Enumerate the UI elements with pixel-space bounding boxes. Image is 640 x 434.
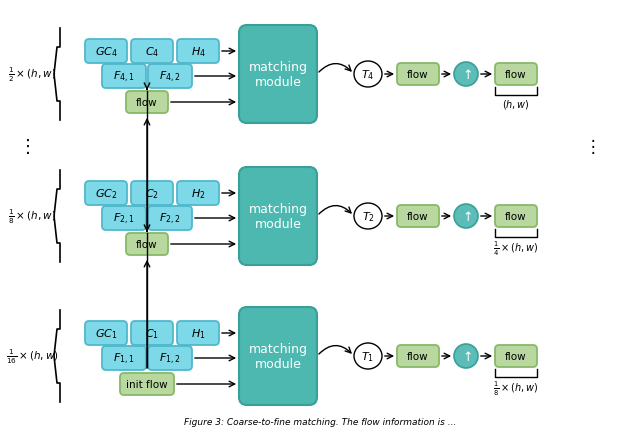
- Text: $\frac{1}{16}\times(h,w)$: $\frac{1}{16}\times(h,w)$: [6, 347, 58, 365]
- Text: $C_1$: $C_1$: [145, 326, 159, 340]
- FancyBboxPatch shape: [177, 321, 219, 345]
- FancyBboxPatch shape: [148, 65, 192, 89]
- Text: $(h,w)$: $(h,w)$: [502, 98, 530, 111]
- Text: $T_1$: $T_1$: [362, 349, 374, 363]
- Text: $F_{4,2}$: $F_{4,2}$: [159, 69, 180, 84]
- FancyBboxPatch shape: [177, 181, 219, 206]
- FancyBboxPatch shape: [239, 307, 317, 405]
- Text: $GC_2$: $GC_2$: [95, 187, 117, 201]
- Circle shape: [454, 63, 478, 87]
- Text: $H_1$: $H_1$: [191, 326, 205, 340]
- FancyBboxPatch shape: [397, 345, 439, 367]
- Text: $\uparrow$: $\uparrow$: [460, 349, 472, 363]
- Text: $GC_4$: $GC_4$: [95, 45, 118, 59]
- FancyBboxPatch shape: [85, 181, 127, 206]
- FancyBboxPatch shape: [102, 207, 146, 230]
- Text: $\vdots$: $\vdots$: [18, 136, 30, 155]
- FancyBboxPatch shape: [495, 345, 537, 367]
- FancyBboxPatch shape: [148, 207, 192, 230]
- Text: $F_{4,1}$: $F_{4,1}$: [113, 69, 135, 84]
- FancyBboxPatch shape: [495, 64, 537, 86]
- FancyBboxPatch shape: [85, 40, 127, 64]
- Text: $T_2$: $T_2$: [362, 210, 374, 224]
- FancyBboxPatch shape: [126, 233, 168, 256]
- Text: flow: flow: [136, 98, 158, 108]
- Text: matching
module: matching module: [248, 203, 307, 230]
- Text: flow: flow: [505, 70, 527, 80]
- FancyBboxPatch shape: [126, 92, 168, 114]
- Text: init flow: init flow: [126, 379, 168, 389]
- Text: $F_{1,1}$: $F_{1,1}$: [113, 351, 135, 366]
- FancyBboxPatch shape: [148, 346, 192, 370]
- Text: flow: flow: [136, 240, 158, 250]
- Text: $H_2$: $H_2$: [191, 187, 205, 201]
- Text: matching
module: matching module: [248, 61, 307, 89]
- Text: flow: flow: [407, 211, 429, 221]
- Text: flow: flow: [407, 70, 429, 80]
- Text: $T_4$: $T_4$: [362, 68, 374, 82]
- FancyBboxPatch shape: [177, 40, 219, 64]
- Text: flow: flow: [505, 351, 527, 361]
- Ellipse shape: [354, 204, 382, 230]
- Text: matching
module: matching module: [248, 342, 307, 370]
- FancyBboxPatch shape: [239, 26, 317, 124]
- Text: flow: flow: [407, 351, 429, 361]
- Text: $F_{2,1}$: $F_{2,1}$: [113, 211, 135, 226]
- Text: $\vdots$: $\vdots$: [584, 136, 596, 155]
- Text: Figure 3: Coarse-to-fine matching. The flow information is ...: Figure 3: Coarse-to-fine matching. The f…: [184, 417, 456, 426]
- Text: $\frac{1}{8}\times(h,w)$: $\frac{1}{8}\times(h,w)$: [8, 207, 56, 226]
- Text: flow: flow: [505, 211, 527, 221]
- FancyBboxPatch shape: [239, 168, 317, 265]
- FancyBboxPatch shape: [131, 40, 173, 64]
- FancyBboxPatch shape: [131, 181, 173, 206]
- Circle shape: [454, 204, 478, 228]
- Circle shape: [454, 344, 478, 368]
- Text: $GC_1$: $GC_1$: [95, 326, 117, 340]
- FancyBboxPatch shape: [397, 64, 439, 86]
- Text: $\uparrow$: $\uparrow$: [460, 68, 472, 82]
- FancyBboxPatch shape: [85, 321, 127, 345]
- Text: $H_4$: $H_4$: [191, 45, 205, 59]
- Ellipse shape: [354, 62, 382, 88]
- Text: $C_2$: $C_2$: [145, 187, 159, 201]
- FancyBboxPatch shape: [495, 206, 537, 227]
- Text: $\uparrow$: $\uparrow$: [460, 210, 472, 224]
- FancyBboxPatch shape: [120, 373, 174, 395]
- Text: $F_{2,2}$: $F_{2,2}$: [159, 211, 180, 226]
- Text: $\frac{1}{2}\times(h,w)$: $\frac{1}{2}\times(h,w)$: [8, 66, 56, 84]
- FancyBboxPatch shape: [102, 346, 146, 370]
- Text: $\frac{1}{8}\times(h,w)$: $\frac{1}{8}\times(h,w)$: [493, 379, 539, 397]
- Text: $C_4$: $C_4$: [145, 45, 159, 59]
- Text: $F_{1,2}$: $F_{1,2}$: [159, 351, 180, 366]
- Text: $\frac{1}{4}\times(h,w)$: $\frac{1}{4}\times(h,w)$: [493, 240, 539, 258]
- FancyBboxPatch shape: [102, 65, 146, 89]
- FancyBboxPatch shape: [397, 206, 439, 227]
- Ellipse shape: [354, 343, 382, 369]
- FancyBboxPatch shape: [131, 321, 173, 345]
